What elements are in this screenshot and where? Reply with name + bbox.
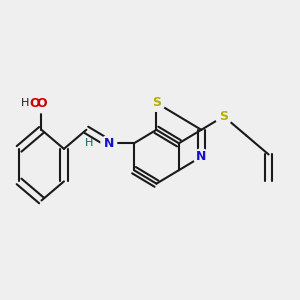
Circle shape	[215, 108, 232, 125]
Text: H: H	[85, 138, 93, 148]
Text: H: H	[21, 98, 30, 108]
Text: N: N	[196, 150, 206, 163]
Circle shape	[101, 135, 117, 151]
Text: O: O	[36, 97, 47, 110]
Text: O: O	[29, 97, 40, 110]
Circle shape	[32, 95, 50, 113]
Circle shape	[148, 94, 165, 111]
Text: N: N	[103, 137, 114, 150]
Circle shape	[33, 95, 50, 112]
Text: S: S	[219, 110, 228, 123]
Text: S: S	[152, 96, 161, 110]
Circle shape	[194, 149, 209, 165]
